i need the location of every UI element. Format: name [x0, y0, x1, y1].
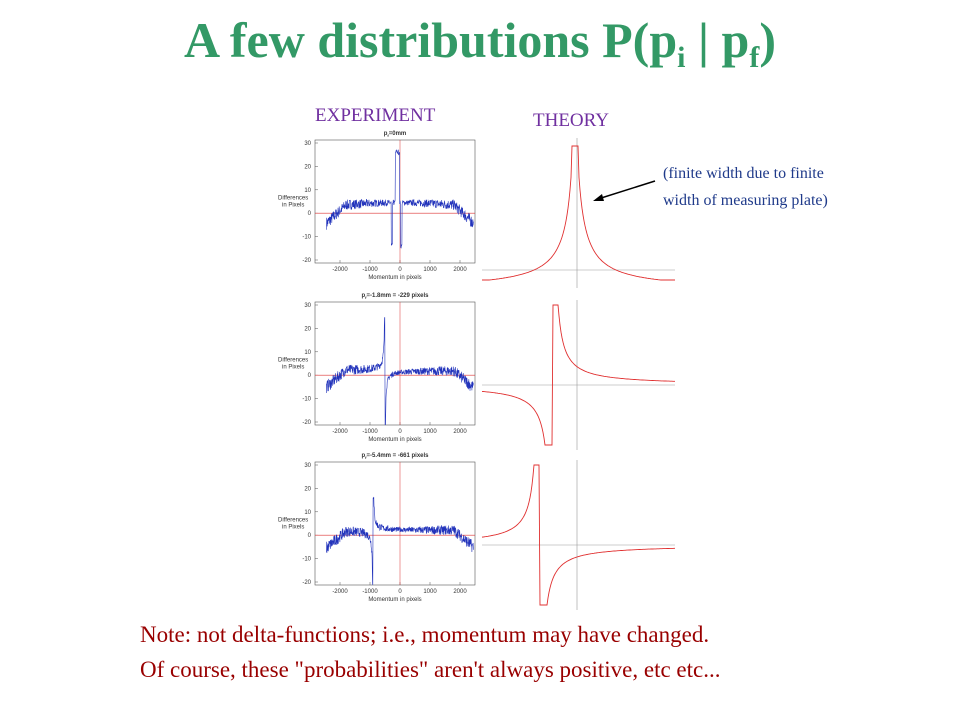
y-tick-label: 20	[304, 326, 311, 332]
y-tick-label: 30	[304, 141, 311, 147]
plot-title-text: p	[384, 131, 388, 137]
theory-curve	[481, 304, 675, 446]
x-tick-label: -2000	[332, 429, 348, 435]
y-axis-label: Differences	[278, 358, 308, 364]
x-tick-label: 1000	[423, 429, 437, 435]
y-tick-label: 0	[308, 533, 312, 539]
plot-title-text: p	[361, 293, 365, 299]
x-tick-label: 0	[398, 267, 402, 273]
experiment-label: EXPERIMENT	[315, 105, 436, 126]
plot-title-text: =-5.4mm = -661 pixels	[366, 453, 429, 459]
x-tick-label: 2000	[453, 589, 467, 595]
plot-frame	[314, 461, 476, 586]
x-axis-label: Momentum in pixels	[368, 437, 421, 443]
y-axis-label: in Pixels	[282, 203, 304, 209]
y-axis-label: Differences	[278, 196, 308, 202]
x-tick-label: 2000	[453, 267, 467, 273]
y-tick-label: -10	[302, 235, 311, 241]
plot-title-text: =-1.8mm = -229 pixels	[366, 293, 429, 299]
plot-frame	[314, 139, 476, 264]
x-tick-label: -1000	[362, 589, 378, 595]
x-tick-label: 1000	[423, 267, 437, 273]
theory-curve	[481, 464, 675, 606]
plot-title: pf=-5.4mm = -661 pixels	[361, 453, 429, 460]
theory-curve	[482, 145, 675, 281]
annotation: width of measuring plate)	[663, 192, 828, 209]
y-axis-label: in Pixels	[282, 365, 304, 371]
y-tick-label: -20	[302, 258, 311, 264]
x-tick-label: 2000	[453, 429, 467, 435]
x-axis-label: Momentum in pixels	[368, 597, 421, 603]
arrow	[597, 180, 656, 200]
slide-title: A few distributions P(pi | pf)	[184, 12, 776, 74]
y-tick-label: 20	[304, 486, 311, 492]
y-axis-label: in Pixels	[282, 525, 304, 531]
y-tick-label: 30	[304, 303, 311, 309]
title-sub: f	[749, 41, 760, 74]
y-tick-label: 10	[304, 188, 311, 194]
plot-frame	[314, 301, 476, 426]
plot-title-sub: f	[387, 133, 389, 138]
x-tick-label: -1000	[362, 429, 378, 435]
x-tick-label: -2000	[332, 589, 348, 595]
arrow-head	[593, 194, 604, 201]
plot-title-sub: f	[365, 295, 367, 300]
note: Of course, these "probabilities" aren't …	[140, 657, 720, 682]
plot-title: pf=0mm	[384, 131, 407, 138]
measured-curve	[326, 317, 474, 426]
measured-curve	[326, 149, 474, 249]
x-tick-label: -2000	[332, 267, 348, 273]
title-text: )	[759, 12, 776, 68]
y-tick-label: 0	[308, 211, 312, 217]
plot-title-text: p	[361, 453, 365, 459]
y-tick-label: 0	[308, 373, 312, 379]
x-tick-label: 0	[398, 429, 402, 435]
y-axis-label: Differences	[278, 518, 308, 524]
plot-title-sub: f	[365, 455, 367, 460]
title-text: | p	[685, 12, 749, 68]
y-tick-label: -20	[302, 580, 311, 586]
y-tick-label: 30	[304, 463, 311, 469]
y-tick-label: 10	[304, 510, 311, 516]
theory-label: THEORY	[533, 110, 609, 131]
measured-curve	[326, 496, 474, 585]
plot-title: pf=-1.8mm = -229 pixels	[361, 293, 429, 300]
title-sub: i	[677, 41, 685, 74]
x-tick-label: -1000	[362, 267, 378, 273]
y-tick-label: -20	[302, 420, 311, 426]
x-tick-label: 0	[398, 589, 402, 595]
y-tick-label: -10	[302, 557, 311, 563]
x-tick-label: 1000	[423, 589, 437, 595]
note: Note: not delta-functions; i.e., momentu…	[140, 622, 709, 647]
annotation: (finite width due to finite	[663, 165, 824, 182]
y-tick-label: -10	[302, 397, 311, 403]
x-axis-label: Momentum in pixels	[368, 275, 421, 281]
plot-title-text: =0mm	[389, 131, 407, 137]
y-tick-label: 20	[304, 164, 311, 170]
y-tick-label: 10	[304, 350, 311, 356]
title-text: A few distributions P(p	[184, 12, 677, 68]
